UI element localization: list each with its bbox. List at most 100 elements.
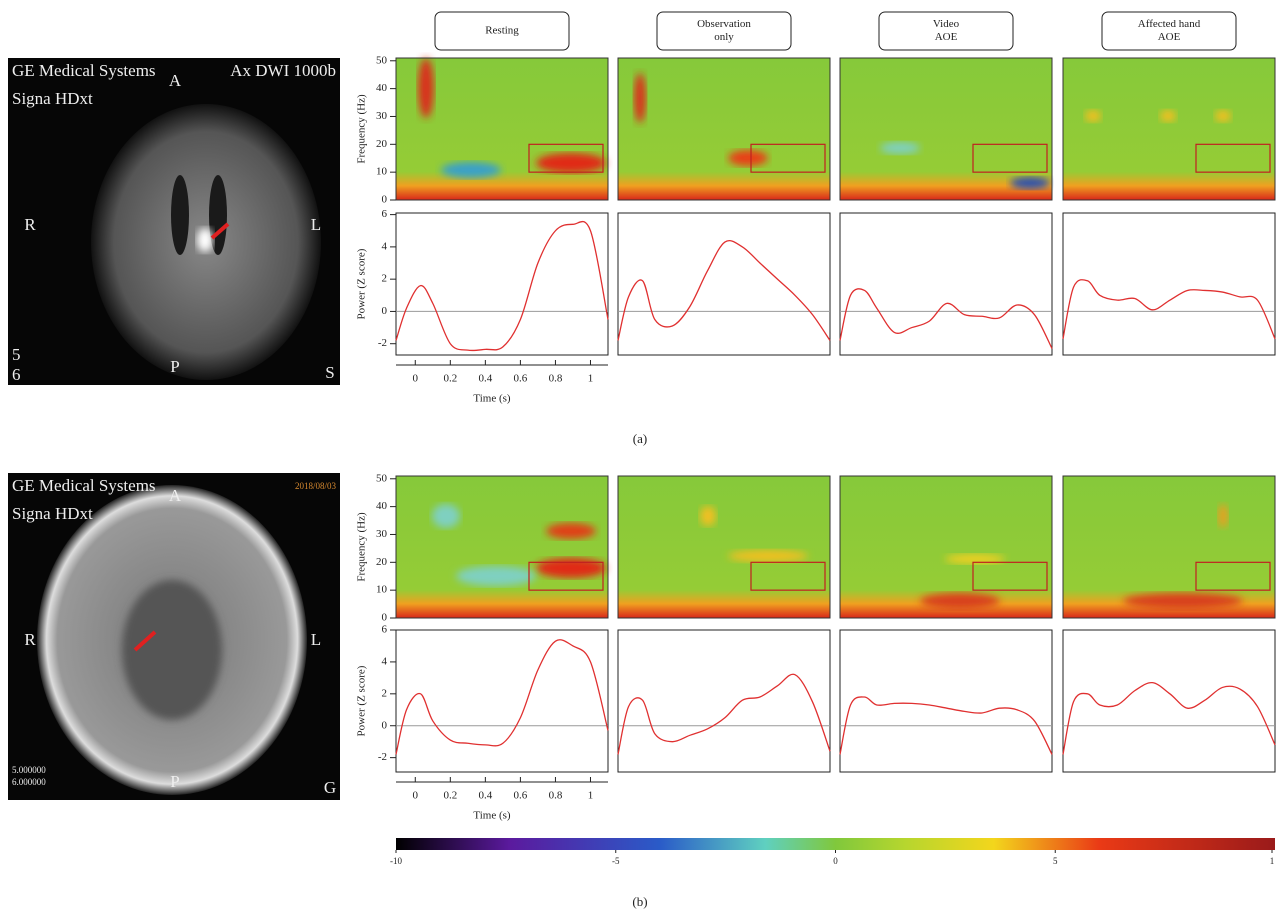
y-tick-label: 20 xyxy=(376,556,388,568)
power-line xyxy=(1062,279,1276,340)
roi-box xyxy=(1195,561,1271,591)
x-tick-label: 1 xyxy=(588,790,594,802)
x-tick-label: 0.8 xyxy=(549,373,563,385)
roi-box xyxy=(1195,143,1271,173)
plot-frame xyxy=(395,629,609,773)
mri-text: P xyxy=(170,357,179,376)
mri-text: L xyxy=(311,215,321,234)
y-tick-label: 50 xyxy=(376,54,388,66)
roi-box xyxy=(750,143,826,173)
x-tick-label: 0.4 xyxy=(478,373,492,385)
spectro-blob xyxy=(634,73,646,123)
y-tick-label: 10 xyxy=(376,584,388,596)
colorbar-tick-label: -5 xyxy=(612,856,620,866)
colorbar-tick-label: 5 xyxy=(1053,856,1058,866)
power-line xyxy=(839,288,1053,349)
power-line xyxy=(1062,682,1276,755)
header-box xyxy=(656,11,792,51)
mri-text: L xyxy=(311,630,321,649)
plot-frame xyxy=(617,629,831,773)
header-text: Observation xyxy=(697,18,751,30)
y-axis-label: Frequency (Hz) xyxy=(356,512,368,582)
header-text: AOE xyxy=(935,31,958,43)
plot-frame xyxy=(839,629,1053,773)
header-text: AOE xyxy=(1158,31,1181,43)
spectro-blob xyxy=(1160,110,1176,122)
mri-text: 5 xyxy=(12,345,21,364)
spectro-blob xyxy=(1010,177,1050,189)
spectro-frame xyxy=(395,475,609,619)
spectro-blob xyxy=(536,153,606,173)
y-tick-label: 40 xyxy=(376,82,388,94)
y-tick-label: 6 xyxy=(382,208,388,220)
plot-frame xyxy=(617,212,831,356)
spectro-blob xyxy=(880,142,920,154)
spectro-frame xyxy=(839,475,1053,619)
x-tick-label: 0 xyxy=(413,373,419,385)
plot-frame xyxy=(1062,629,1276,773)
spectro-blob xyxy=(728,150,768,166)
power-line xyxy=(395,639,609,755)
header-text: Resting xyxy=(485,25,519,37)
mri-text: Signa HDxt xyxy=(12,89,93,108)
x-tick-label: 0.8 xyxy=(549,790,563,802)
y-tick-label: -2 xyxy=(378,337,387,349)
mri-text: P xyxy=(170,772,179,791)
power-line xyxy=(617,673,831,755)
spectro-frame xyxy=(617,475,831,619)
y-tick-label: 30 xyxy=(376,110,388,122)
roi-box xyxy=(528,143,604,173)
roi-box xyxy=(750,561,826,591)
y-tick-label: 0 xyxy=(382,719,388,731)
y-tick-label: 20 xyxy=(376,138,388,150)
spectro-frame xyxy=(1062,475,1276,619)
y-tick-label: 0 xyxy=(382,305,388,317)
roi-box xyxy=(972,561,1048,591)
mri-text: 2018/08/03 xyxy=(295,481,337,491)
x-tick-label: 1 xyxy=(588,373,594,385)
power-line xyxy=(839,696,1053,755)
mri-text: A xyxy=(169,71,182,90)
spectro-blob xyxy=(1085,110,1101,122)
mri-text: 6 xyxy=(12,365,21,384)
spectro-blob xyxy=(945,554,1005,564)
spectrogram xyxy=(618,58,830,200)
y-tick-label: 0 xyxy=(382,612,388,624)
y-tick-label: 10 xyxy=(376,166,388,178)
spectro-blob xyxy=(1218,504,1228,528)
mri-text: GE Medical Systems xyxy=(12,61,156,80)
spectro-frame xyxy=(617,57,831,201)
header-text: only xyxy=(714,31,734,43)
y-tick-label: 0 xyxy=(382,194,388,206)
colorbar xyxy=(396,838,1275,850)
spectrogram xyxy=(396,476,608,618)
mri-text: GE Medical Systems xyxy=(12,476,156,495)
mri-text: A xyxy=(169,486,182,505)
y-tick-label: 30 xyxy=(376,528,388,540)
power-line xyxy=(617,239,831,341)
y-axis-label: Frequency (Hz) xyxy=(356,94,368,164)
mri-text: 5.000000 xyxy=(12,765,46,775)
x-tick-label: 0.4 xyxy=(478,790,492,802)
header-box xyxy=(878,11,1014,51)
spectro-blob xyxy=(456,566,536,586)
colorbar-tick-label: 0 xyxy=(833,856,838,866)
y-tick-label: 4 xyxy=(382,655,388,667)
mri-text: R xyxy=(24,630,36,649)
mri-text: 6.000000 xyxy=(12,777,46,787)
spectro-blob xyxy=(728,550,808,562)
y-tick-label: 2 xyxy=(382,687,388,699)
header-box xyxy=(1101,11,1237,51)
header-text: Video xyxy=(933,18,960,30)
y-tick-label: 2 xyxy=(382,273,388,285)
mri-text: G xyxy=(324,778,336,797)
x-tick-label: 0 xyxy=(413,790,419,802)
spectro-blob xyxy=(1215,110,1231,122)
spectro-frame xyxy=(839,57,1053,201)
colorbar-tick-label: -10 xyxy=(390,856,402,866)
spectrogram xyxy=(840,58,1052,200)
spectro-blob xyxy=(441,162,501,178)
spectro-blob xyxy=(920,593,1000,609)
spectrogram xyxy=(618,476,830,618)
